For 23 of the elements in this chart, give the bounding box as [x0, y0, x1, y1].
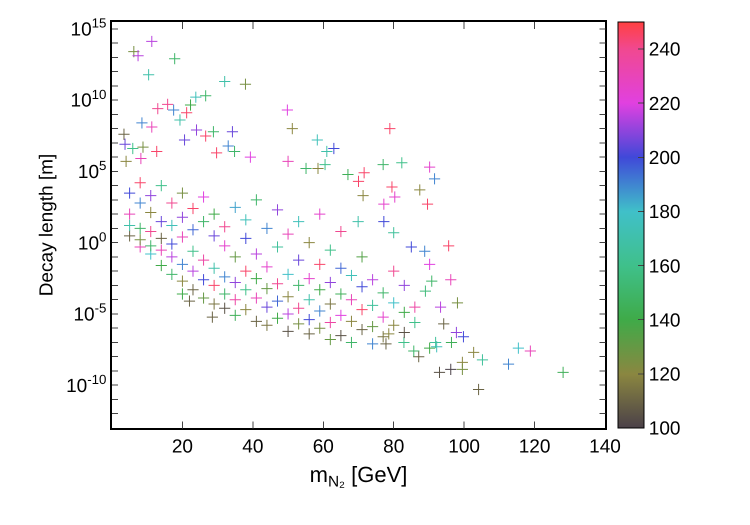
y-tick-label: 10$^{5}$ [78, 158, 106, 184]
color-bar-label: 160 [648, 256, 681, 278]
x-tick-label: 40 [242, 436, 264, 458]
x-tick-label: 120 [518, 436, 550, 458]
y-tick-label: 10$^{15}$ [70, 15, 106, 40]
color-bar-label: 120 [648, 364, 681, 386]
x-tick-label: 60 [312, 436, 334, 458]
x-tick-label: 80 [383, 436, 404, 458]
x-tick-label: 140 [589, 436, 621, 458]
x-axis-title: m$_{N₂}$ [GeV] [310, 462, 408, 491]
color-bar-label: 100 [648, 418, 681, 440]
x-tick-label: 20 [172, 436, 193, 458]
y-tick-label: 10$^{-5}$ [73, 300, 106, 326]
y-axis-title: Decay length [m] [36, 154, 58, 296]
color-bar-label: 180 [648, 202, 681, 224]
y-tick-label: 10$^{0}$ [78, 229, 106, 254]
color-bar-label: 200 [648, 148, 681, 169]
x-tick-label: 100 [448, 436, 480, 458]
y-tick-label: 10$^{10}$ [70, 86, 106, 112]
color-bar-label: 220 [648, 94, 681, 115]
y-tick-label: 10$^{-10}$ [66, 372, 106, 397]
color-bar-label: 140 [648, 310, 681, 332]
color-bar-label: 240 [648, 40, 681, 61]
